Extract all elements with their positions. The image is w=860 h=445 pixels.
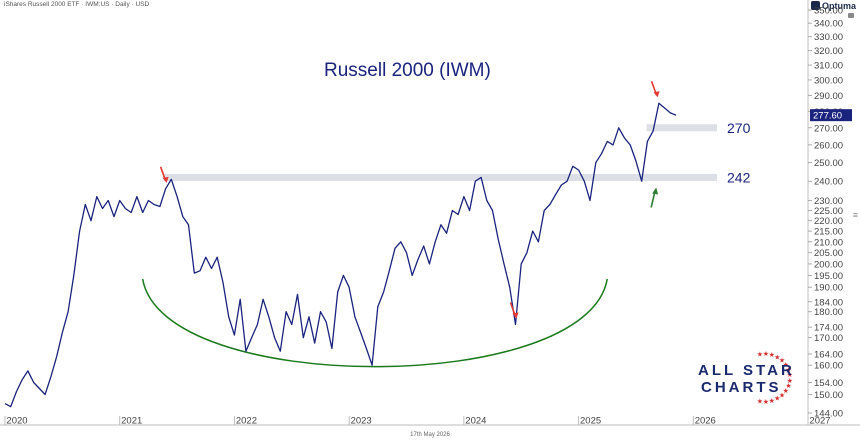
red-arrow-head — [653, 91, 660, 98]
red-arrow-head — [162, 176, 169, 183]
y-tick-label: 240.00 — [814, 177, 843, 188]
level-band-270 — [646, 124, 717, 132]
x-tick-label: 2021 — [121, 416, 142, 427]
y-tick-label: 330.00 — [814, 32, 843, 43]
optuma-brand: Optuma — [810, 1, 856, 11]
logo-star: ★ — [783, 361, 789, 369]
y-tick-label: 150.00 — [814, 390, 843, 401]
instrument-header: iShares Russell 2000 ETF · IWM:US · Dail… — [4, 1, 150, 8]
logo-star: ★ — [769, 351, 775, 359]
x-axis[interactable]: 2020 2021 2022 2023 2024 2025 2026 2027 — [0, 416, 860, 427]
y-tick-label: 230.00 — [814, 196, 843, 207]
y-tick-label: 195.00 — [814, 271, 843, 282]
green-arrow-head — [652, 187, 659, 195]
y-tick-label: 290.00 — [814, 91, 843, 102]
logo-star: ★ — [779, 357, 785, 365]
y-tick-label: 180.00 — [814, 307, 843, 318]
brand-label: Optuma — [821, 1, 856, 11]
optuma-logo-icon — [810, 1, 820, 10]
y-tick-label: 220.00 — [814, 216, 843, 227]
y-tick-label: 270.00 — [814, 123, 843, 134]
last-price-box — [810, 109, 852, 122]
logo-star: ★ — [783, 387, 789, 395]
base-arc-layer — [141, 278, 608, 368]
level-label-242: 242 — [727, 169, 751, 185]
logo-star: ★ — [769, 397, 775, 405]
logo-star: ★ — [763, 398, 769, 406]
logo-star: ★ — [785, 382, 791, 390]
logo-star: ★ — [787, 371, 793, 379]
y-tick-label: 160.00 — [814, 361, 843, 372]
x-tick-label: 2022 — [236, 416, 257, 427]
y-tick-label: 184.00 — [814, 297, 843, 308]
price-line-layer — [4, 102, 677, 408]
y-tick-label: 225.00 — [814, 206, 843, 217]
chart-title: Russell 2000 (IWM) — [324, 60, 491, 81]
y-tick-label: 164.00 — [814, 349, 843, 360]
price-line[interactable] — [4, 102, 677, 408]
level-bands: 270 242 — [163, 120, 751, 185]
logo-line2: CHARTS — [701, 379, 782, 396]
allstarcharts-logo: ALL STAR CHARTS — [698, 362, 795, 396]
y-tick-label: 310.00 — [814, 61, 843, 72]
arrow-annotations — [159, 80, 660, 319]
x-tick-label: 2020 — [6, 416, 27, 427]
y-tick-label: 144.00 — [814, 409, 843, 420]
y-tick-label: 170.00 — [814, 333, 843, 344]
y-tick-label: 200.00 — [814, 259, 843, 270]
y-tick-label: 174.00 — [814, 323, 843, 334]
x-tick-label: 2025 — [580, 416, 601, 427]
last-price-label: 277.60 — [813, 111, 842, 122]
y-tick-label: 300.00 — [814, 75, 843, 86]
y-tick-label: 190.00 — [814, 283, 843, 294]
logo-star: ★ — [763, 350, 769, 358]
y-tick-label: 154.00 — [814, 378, 843, 389]
x-tick-label: 2026 — [695, 416, 716, 427]
logo-star: ★ — [757, 398, 763, 406]
logo-star: ★ — [785, 366, 791, 374]
logo-stars: ★ ★ ★ ★★★★★★★★★★★★★ — [757, 350, 793, 406]
lock-icon[interactable] — [848, 13, 854, 18]
y-tick-label: 215.00 — [814, 227, 843, 238]
logo-star: ★ — [779, 391, 785, 399]
level-band-242 — [163, 173, 718, 181]
y-tick-label: 250.00 — [814, 158, 843, 169]
y-tick-label: 210.00 — [814, 237, 843, 248]
logo-star: ★ — [774, 353, 780, 361]
base-arc — [141, 278, 608, 368]
level-label-270: 270 — [727, 120, 751, 136]
scale-handle-icon[interactable]: ≡ — [852, 210, 858, 220]
y-tick-label: 320.00 — [814, 46, 843, 57]
logo-star: ★ — [774, 395, 780, 403]
red-arrow-head — [512, 312, 519, 319]
footer-date: 17th May 2026 — [410, 432, 450, 438]
logo-star: ★ — [787, 377, 793, 385]
x-tick-label: 2023 — [351, 416, 372, 427]
y-tick-label: 340.00 — [814, 19, 843, 30]
y-tick-label: 260.00 — [814, 140, 843, 151]
logo-line1: ALL STAR — [698, 362, 795, 379]
logo-star: ★ — [757, 350, 763, 358]
y-tick-label: 205.00 — [814, 248, 843, 259]
x-tick-label: 2027 — [809, 416, 830, 427]
x-tick-label: 2024 — [465, 416, 486, 427]
y-tick-label: 350.00 — [814, 6, 843, 17]
